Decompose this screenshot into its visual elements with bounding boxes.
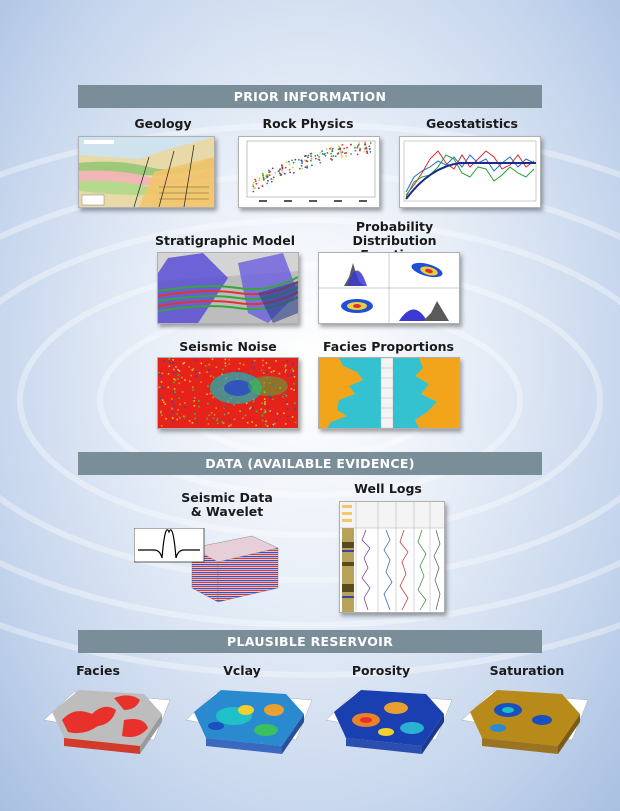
saturation-label: Saturation [489,663,565,678]
saturation-volume-image [462,680,588,765]
seismic-noise-label: Seismic Noise [179,339,277,354]
pdf-label-line1: Probability Distribution [352,219,437,248]
geology-label: Geology [134,116,192,131]
facies-label: Facies [76,663,120,678]
stratigraphic-model-image [157,252,299,324]
facies-volume-image [44,680,170,765]
data-available-evidence-header: DATA (AVAILABLE EVIDENCE) [78,452,542,475]
facies-proportions-label: Facies Proportions [322,339,454,354]
seismic-noise-image [157,357,299,429]
facies-proportions-image [318,357,460,429]
seismic-data-wavelet-label: Seismic Data & Wavelet [168,491,286,519]
prior-information-header: PRIOR INFORMATION [78,85,542,108]
vclay-label: Vclay [223,663,261,678]
well-logs-image [339,501,445,613]
stratigraphic-model-label: Stratigraphic Model [154,233,295,248]
porosity-label: Porosity [351,663,411,678]
well-logs-label: Well Logs [354,481,422,496]
vclay-volume-image [186,680,312,765]
geostatistics-variogram-image [399,136,541,208]
geology-cross-section-image [78,136,215,208]
rock-physics-label: Rock Physics [262,116,354,131]
seismic-cube-wavelet-image [134,528,284,603]
plausible-reservoir-header: PLAUSIBLE RESERVOIR [78,630,542,653]
seismic-data-label-line2: & Wavelet [190,504,264,519]
probability-distribution-image [318,252,460,324]
seismic-data-label-line1: Seismic Data [181,490,273,505]
geostatistics-label: Geostatistics [426,116,518,131]
porosity-volume-image [326,680,452,765]
rock-physics-crossplot-image [238,136,380,208]
